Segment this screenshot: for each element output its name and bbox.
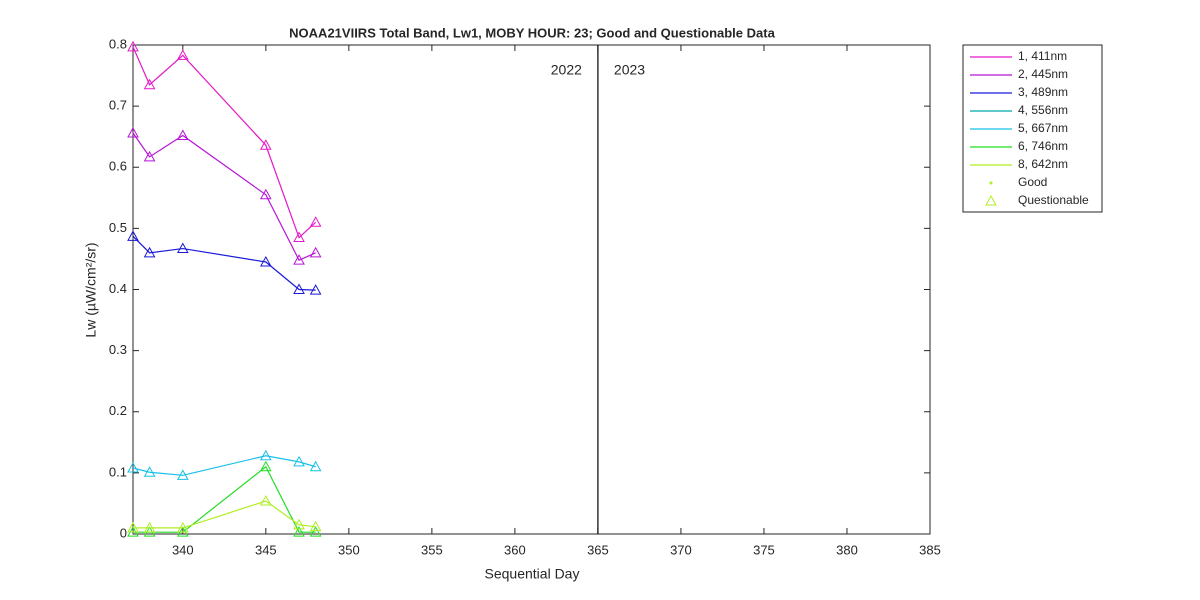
data-point [309, 246, 322, 258]
legend-marker [985, 194, 997, 206]
y-tick-label: 0.5 [109, 220, 127, 235]
data-point [259, 494, 272, 506]
data-point [127, 230, 139, 241]
data-point [293, 254, 305, 265]
legend-label: 8, 642nm [1018, 157, 1068, 171]
data-point [309, 460, 322, 472]
y-tick-label: 0.8 [109, 36, 127, 51]
x-tick-label: 345 [255, 542, 277, 557]
data-point [176, 521, 189, 533]
y-axis-label: Lw (µW/cm²/sr) [83, 242, 99, 337]
data-point [143, 521, 156, 533]
annotation: 2023 [614, 62, 645, 78]
data-point [259, 449, 272, 461]
y-tick-label: 0.2 [109, 403, 127, 418]
data-point [293, 455, 305, 467]
data-point [309, 526, 322, 537]
y-tick-label: 0.7 [109, 98, 127, 113]
data-point [309, 520, 322, 532]
annotation: 2022 [551, 62, 582, 78]
series-line [132, 132, 316, 261]
data-point [293, 231, 305, 243]
y-tick-label: 0.1 [109, 464, 127, 479]
data-point [127, 461, 139, 473]
data-point [127, 521, 139, 533]
data-point [309, 216, 322, 227]
legend-label: 2, 445nm [1018, 67, 1068, 81]
data-point [176, 242, 189, 254]
data-point [293, 518, 305, 530]
y-tick-label: 0.4 [109, 281, 127, 296]
data-point [143, 466, 156, 477]
data-point [176, 49, 189, 60]
legend-label: 5, 667nm [1018, 121, 1068, 135]
data-point [143, 150, 156, 162]
data-point [293, 283, 305, 294]
legend-label: 3, 489nm [1018, 85, 1068, 99]
data-point [176, 129, 189, 140]
x-tick-label: 365 [587, 542, 609, 557]
y-tick-label: 0.3 [109, 342, 127, 357]
data-point [309, 284, 322, 295]
data-point [143, 246, 156, 258]
x-tick-label: 380 [836, 542, 858, 557]
x-axis-label: Sequential Day [485, 566, 580, 582]
data-point [259, 188, 272, 200]
data-point [259, 255, 272, 267]
legend-label: Good [1018, 175, 1047, 189]
data-point [176, 469, 189, 480]
x-tick-label: 350 [338, 542, 360, 557]
x-tick-label: 375 [753, 542, 775, 557]
data-point [143, 78, 156, 90]
x-tick-label: 370 [670, 542, 692, 557]
x-tick-label: 385 [919, 542, 941, 557]
y-tick-label: 0.6 [109, 159, 127, 174]
data-point [293, 526, 305, 537]
x-tick-label: 360 [504, 542, 526, 557]
legend-label: Questionable [1018, 193, 1089, 207]
data-point [127, 126, 139, 138]
legend-label: 4, 556nm [1018, 103, 1068, 117]
legend-label: 6, 746nm [1018, 139, 1068, 153]
chart-title: NOAA21VIIRS Total Band, Lw1, MOBY HOUR: … [289, 25, 775, 40]
legend-marker [989, 181, 993, 185]
series-line [132, 46, 317, 239]
legend-label: 1, 411nm [1018, 49, 1067, 63]
data-point [259, 460, 272, 472]
y-tick-label: 0 [120, 525, 127, 540]
x-tick-label: 340 [172, 542, 194, 557]
data-point [259, 139, 272, 150]
x-tick-label: 355 [421, 542, 443, 557]
data-point [127, 40, 139, 52]
